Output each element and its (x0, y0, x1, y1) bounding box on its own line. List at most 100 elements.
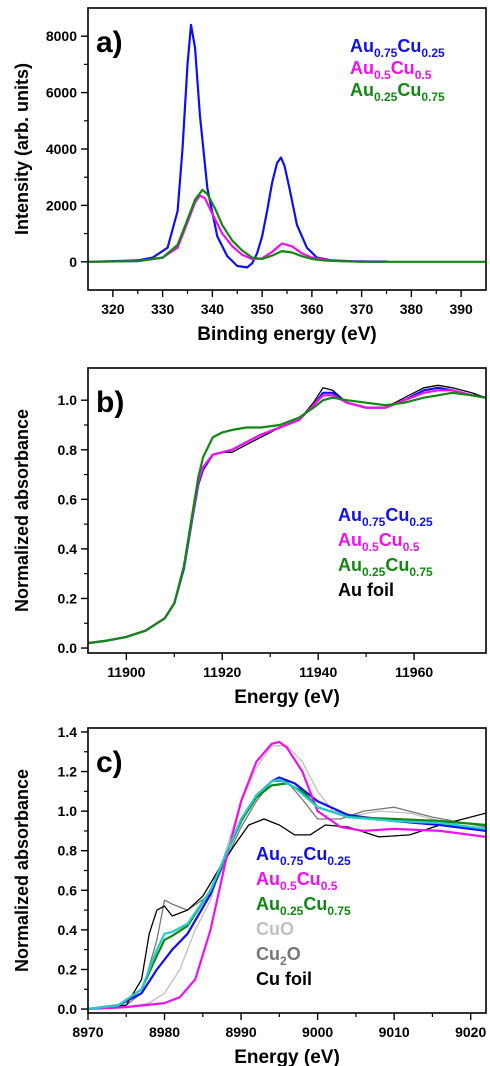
legend-text: Au (350, 80, 374, 100)
series-line-au0-5cu0-5 (88, 740, 486, 1011)
legend-text: Au (338, 505, 362, 525)
legend-text: Au (256, 894, 280, 914)
y-tick-label: 1.0 (58, 392, 78, 408)
legend-entry: Au foil (338, 580, 394, 600)
x-tick-label: 11960 (395, 664, 433, 680)
x-tick-label: 11900 (107, 664, 145, 680)
y-tick-label: 1.2 (58, 764, 78, 780)
legend: Au0.75Cu0.25Au0.5Cu0.5Au0.25Cu0.75CuOCu2… (256, 844, 351, 989)
legend-text: Au (256, 869, 280, 889)
legend-entry: Au0.75Cu0.25 (350, 36, 445, 60)
legend-text: Cu foil (256, 969, 312, 989)
x-axis-label: Energy (eV) (234, 1047, 340, 1066)
x-tick-label: 340 (201, 301, 225, 317)
panel-label: b) (96, 386, 124, 419)
panel-1: 320 330 340 350 360 370 380 390 0 2000 4000 6000 800… (12, 7, 487, 345)
legend-subscript: 2 (280, 954, 287, 968)
x-tick-label: 380 (400, 301, 424, 317)
legend-text: Au (350, 36, 374, 56)
y-tick-label: 0.2 (58, 590, 78, 606)
x-tick-label: 9020 (455, 1024, 486, 1040)
x-axis-label: Energy (eV) (234, 687, 340, 708)
series-line-cu2o (88, 780, 486, 1010)
x-tick-label: 8970 (72, 1024, 103, 1040)
series-line-au0-75cu0-25 (88, 23, 388, 269)
legend-subscript: 0.75 (280, 854, 304, 868)
legend-entry: CuO (256, 919, 294, 939)
y-tick-label: 1.0 (58, 803, 78, 819)
series-group (88, 384, 486, 645)
legend-subscript: 0.25 (280, 904, 304, 918)
x-tick-label: 9000 (302, 1024, 333, 1040)
legend-subscript: 0.75 (362, 515, 386, 529)
y-tick-label: 0.8 (58, 843, 78, 859)
y-axis-label: Normalized absorbance (12, 409, 32, 612)
y-tick-label: 0.8 (58, 442, 78, 458)
legend-text: Cu (385, 555, 409, 575)
y-tick-label: 8000 (46, 28, 77, 44)
legend-subscript: 0.5 (321, 879, 338, 893)
y-tick-label: 1.4 (58, 724, 78, 740)
legend-subscript: 0.75 (374, 46, 398, 60)
legend-text: Au (256, 844, 280, 864)
panel-3: 8970 8980 8990 9000 9010 9020 0.0 0.2 0.4 0.6 0.8 1… (12, 724, 487, 1066)
legend-entry: Au0.75Cu0.25 (338, 505, 433, 529)
legend-text: CuO (256, 919, 294, 939)
y-tick-label: 0.4 (58, 922, 78, 938)
legend-text: Au (338, 530, 362, 550)
legend-entry: Cu2O (256, 944, 301, 968)
x-tick-label: 370 (350, 301, 374, 317)
legend-subscript: 0.25 (374, 90, 398, 104)
legend-text: Cu (303, 844, 327, 864)
legend-text: Au foil (338, 580, 394, 600)
legend-entry: Au0.25Cu0.75 (350, 80, 445, 104)
x-tick-label: 8980 (149, 1024, 180, 1040)
x-axis-label: Binding energy (eV) (197, 324, 376, 345)
legend-entry: Au0.5Cu0.5 (256, 869, 338, 893)
legend-text: Au (338, 555, 362, 575)
x-tick-label: 390 (449, 301, 473, 317)
legend-text: Cu (385, 505, 409, 525)
legend-text: Cu (397, 80, 421, 100)
legend-entry: Cu foil (256, 969, 312, 989)
y-tick-label: 0.0 (58, 1001, 78, 1017)
legend-entry: Au0.25Cu0.75 (338, 555, 433, 579)
plot-frame (87, 367, 487, 654)
series-group (88, 740, 486, 1011)
y-tick-label: 4000 (46, 141, 77, 157)
x-tick-label: 360 (300, 301, 324, 317)
legend-text: Cu (256, 944, 280, 964)
legend-entry: Au0.5Cu0.5 (350, 58, 432, 82)
legend-subscript: 0.25 (362, 565, 386, 579)
legend-subscript: 0.75 (421, 90, 445, 104)
series-line-cuo (88, 745, 486, 1010)
series-line-unnamed-6 (88, 778, 486, 1011)
y-tick-label: 0 (69, 254, 77, 270)
panel-label: a) (96, 26, 123, 59)
legend-text: Cu (303, 894, 327, 914)
series-line-au0-25cu0-75 (88, 391, 486, 645)
x-tick-label: 11920 (203, 664, 241, 680)
series-line-au0-5cu0-5 (88, 194, 388, 263)
legend-entry: Au0.5Cu0.5 (338, 530, 420, 554)
y-tick-label: 6000 (46, 85, 77, 101)
legend-subscript: 0.75 (409, 565, 433, 579)
legend-text: Cu (297, 869, 321, 889)
legend-subscript: 0.25 (421, 46, 445, 60)
x-tick-label: 350 (250, 301, 274, 317)
panel-label: c) (96, 746, 123, 779)
y-tick-label: 0.6 (58, 882, 78, 898)
legend-subscript: 0.5 (415, 68, 432, 82)
series-line-au0-25cu0-75 (88, 188, 486, 263)
legend-text: Au (350, 58, 374, 78)
legend-entry: Au0.25Cu0.75 (256, 894, 351, 918)
legend-subscript: 0.25 (409, 515, 433, 529)
y-tick-label: 0.6 (58, 491, 78, 507)
x-tick-label: 320 (101, 301, 125, 317)
y-tick-label: 0.2 (58, 961, 78, 977)
legend-subscript: 0.25 (327, 854, 351, 868)
legend-text: O (287, 944, 301, 964)
y-axis-label: Intensity (arb. units) (12, 63, 32, 235)
legend-subscript: 0.75 (327, 904, 351, 918)
